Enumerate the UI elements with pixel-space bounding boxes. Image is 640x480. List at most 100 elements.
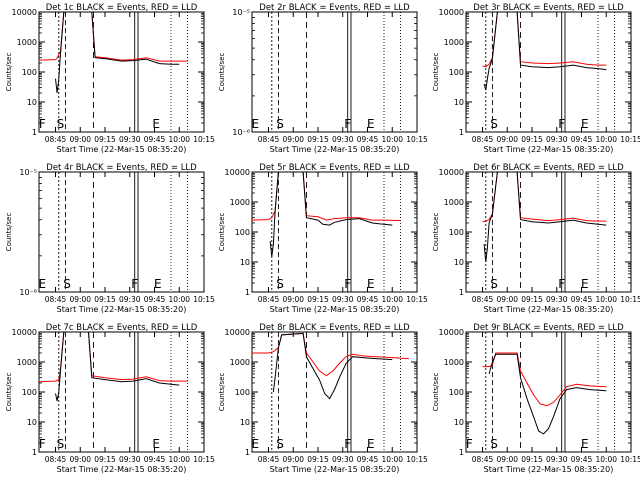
panel-title: Det 9r BLACK = Events, RED = LLD [473, 323, 624, 333]
x-tick-label: 09:15 [307, 455, 329, 464]
chart-panel-8: 1 10 100 1000 10000 08:45 09:00 09:15 09:30 09:45… [218, 323, 428, 474]
marker-F: F [344, 277, 351, 291]
y-tick-label: 10 [454, 418, 464, 427]
x-tick-label: 09:15 [94, 455, 116, 464]
x-tick-label: 08:45 [45, 135, 67, 144]
x-tick-label: 09:15 [307, 295, 329, 304]
y-tick-label: 10⁻⁵ [232, 8, 250, 17]
chart-panel-7: 1 10 100 1000 10000 08:45 09:00 09:15 09:30 09:45… [5, 323, 215, 474]
x-tick-label: 09:00 [69, 455, 91, 464]
y-tick-label: 10000 [439, 328, 464, 337]
x-tick-label: 09:30 [119, 455, 141, 464]
plot-frame [465, 331, 632, 453]
x-tick-label: 09:30 [546, 135, 568, 144]
x-tick-label: 09:00 [496, 295, 518, 304]
y-axis-label: Counts/sec [5, 53, 13, 92]
plot-frame [38, 171, 205, 293]
x-tick-label: 10:15 [406, 135, 428, 144]
y-tick-label: 100 [449, 388, 464, 397]
x-tick-label: 09:45 [144, 295, 166, 304]
y-tick-label: 10000 [225, 168, 250, 177]
events-series-line [55, 332, 180, 402]
x-tick-label: 09:30 [119, 135, 141, 144]
y-tick-label: 10 [27, 418, 37, 427]
y-axis-label: Counts/sec [432, 213, 440, 252]
x-tick-label: 10:00 [168, 455, 190, 464]
lld-series-line [252, 172, 401, 222]
x-tick-label: 10:00 [168, 295, 190, 304]
x-tick-label: 09:30 [332, 455, 354, 464]
y-tick-label: 10 [240, 258, 250, 267]
x-tick-label: 09:15 [307, 135, 329, 144]
x-tick-label: 10:00 [595, 455, 617, 464]
x-tick-label: 10:15 [193, 295, 215, 304]
marker-E: E [581, 437, 589, 451]
x-tick-label: 10:00 [381, 295, 403, 304]
chart-panel-1: 1 10 100 1000 10000 08:45 09:00 09:15 09:30 09:45… [5, 3, 215, 154]
lld-series-line [482, 172, 607, 223]
x-tick-label: 08:45 [472, 135, 494, 144]
x-tick-label: 10:15 [620, 295, 640, 304]
x-tick-label: 09:00 [282, 295, 304, 304]
y-tick-label: 10 [27, 98, 37, 107]
x-tick-label: 09:45 [357, 295, 379, 304]
x-tick-label: 10:15 [406, 455, 428, 464]
x-tick-label: 09:00 [69, 295, 91, 304]
x-tick-label: 08:45 [45, 295, 67, 304]
marker-F: F [39, 437, 46, 451]
y-axis-label: Counts/sec [218, 213, 226, 252]
x-tick-label: 09:15 [94, 135, 116, 144]
marker-E: E [252, 437, 260, 451]
x-tick-label: 09:00 [282, 455, 304, 464]
y-tick-label: 1000 [17, 358, 37, 367]
x-tick-label: 09:00 [69, 135, 91, 144]
panel-title: Det 4r BLACK = Events, RED = LLD [46, 163, 197, 173]
x-tick-label: 10:15 [193, 135, 215, 144]
marker-F: F [558, 117, 565, 131]
marker-E: E [581, 277, 589, 291]
marker-S: S [276, 117, 284, 131]
marker-E: E [581, 117, 589, 131]
x-tick-label: 09:30 [546, 455, 568, 464]
plot-frame [465, 11, 632, 133]
y-tick-label: 1000 [230, 198, 250, 207]
x-tick-label: 09:15 [94, 295, 116, 304]
x-tick-label: 09:30 [546, 295, 568, 304]
y-tick-label: 10 [454, 258, 464, 267]
x-tick-label: 09:00 [282, 135, 304, 144]
x-tick-label: 08:45 [472, 295, 494, 304]
y-tick-label: 100 [235, 228, 250, 237]
chart-panel-9: 1 10 100 1000 10000 08:45 09:00 09:15 09:30 09:45… [432, 323, 640, 474]
y-tick-label: 10⁻⁶ [19, 288, 37, 297]
events-series-line [272, 332, 393, 400]
y-tick-label: 1 [245, 288, 250, 297]
y-tick-label: 10 [240, 418, 250, 427]
y-tick-label: 10 [454, 98, 464, 107]
marker-S: S [57, 117, 65, 131]
y-tick-label: 100 [449, 228, 464, 237]
y-tick-label: 1000 [444, 38, 464, 47]
y-tick-label: 10000 [12, 8, 37, 17]
marker-E: E [367, 117, 375, 131]
marker-S: S [57, 437, 65, 451]
plot-frame [38, 331, 205, 453]
y-tick-label: 10000 [439, 168, 464, 177]
panel-title: Det 7c BLACK = Events, RED = LLD [46, 323, 198, 333]
x-tick-label: 09:15 [521, 295, 543, 304]
marker-E: E [252, 117, 260, 131]
y-tick-label: 10000 [439, 8, 464, 17]
marker-S: S [63, 277, 71, 291]
marker-E: E [154, 277, 162, 291]
y-axis-label: Counts/sec [218, 53, 226, 92]
panel-title: Det 5r BLACK = Events, RED = LLD [259, 163, 410, 173]
y-axis-label: Counts/sec [5, 373, 13, 412]
x-axis-label: Start Time (22-Mar-15 08:35:20) [270, 145, 400, 154]
x-tick-label: 08:45 [472, 455, 494, 464]
x-axis-label: Start Time (22-Mar-15 08:35:20) [270, 465, 400, 474]
marker-E: E [39, 277, 47, 291]
chart-panel-3: 1 10 100 1000 10000 08:45 09:00 09:15 09:30 09:45… [432, 3, 640, 154]
x-tick-label: 09:30 [332, 135, 354, 144]
y-tick-label: 10000 [225, 328, 250, 337]
x-tick-label: 10:15 [620, 455, 640, 464]
x-tick-label: 09:45 [571, 455, 593, 464]
